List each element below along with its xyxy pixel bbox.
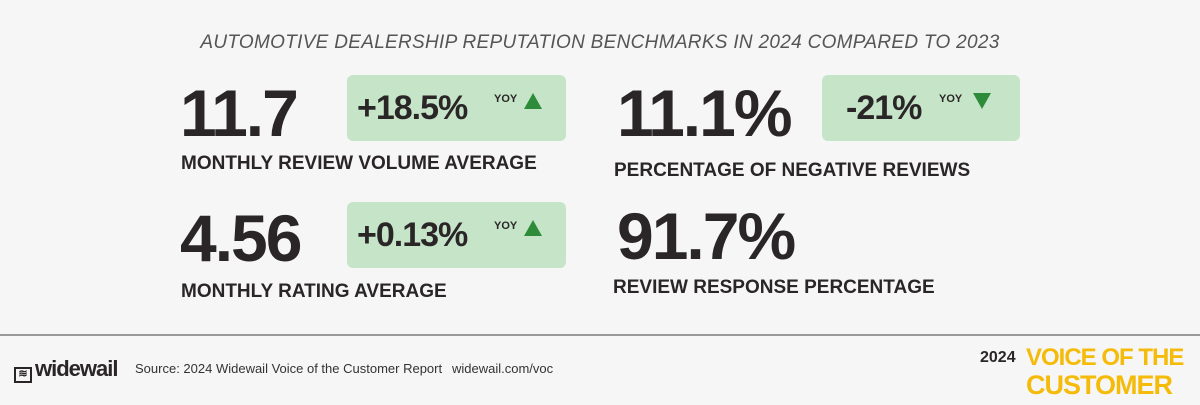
voc-line-2: CUSTOMER: [1026, 370, 1173, 400]
metric-label-response-percentage: REVIEW RESPONSE PERCENTAGE: [613, 277, 935, 298]
change-value: +0.13%: [357, 216, 468, 254]
change-value: +18.5%: [357, 89, 468, 127]
arrow-down-icon: [973, 93, 991, 109]
metric-label-review-volume: MONTHLY REVIEW VOLUME AVERAGE: [181, 153, 537, 174]
report-year: 2024: [980, 349, 1016, 366]
metric-label-rating-average: MONTHLY RATING AVERAGE: [181, 281, 447, 302]
metric-value-negative-reviews: 11.1%: [617, 76, 792, 150]
yoy-label: YOY: [494, 93, 518, 105]
metric-value-review-volume: 11.7: [180, 76, 299, 150]
change-value: -21%: [846, 89, 922, 127]
page-title: AUTOMOTIVE DEALERSHIP REPUTATION BENCHMA…: [200, 32, 1000, 53]
yoy-label: YOY: [494, 220, 518, 232]
arrow-up-icon: [524, 93, 542, 109]
widewail-logo[interactable]: ≋ widewail: [14, 356, 118, 383]
yoy-label: YOY: [939, 93, 963, 105]
voc-logo: VOICE OF THE CUSTOMER: [1026, 344, 1184, 400]
change-badge-rating-average: +0.13% YOY: [347, 202, 566, 268]
metric-value-response-percentage: 91.7%: [617, 199, 796, 273]
metric-value-rating-average: 4.56: [180, 201, 302, 275]
wave-icon: ≋: [14, 367, 32, 383]
voc-line-1: VOICE OF THE: [1026, 344, 1184, 371]
change-badge-negative-reviews: -21% YOY: [822, 75, 1020, 141]
divider: [0, 334, 1200, 336]
logo-text: widewail: [35, 356, 118, 381]
metric-label-negative-reviews: PERCENTAGE OF NEGATIVE REVIEWS: [614, 160, 971, 181]
source-text: Source: 2024 Widewail Voice of the Custo…: [135, 361, 443, 376]
source-link[interactable]: widewail.com/voc: [452, 361, 554, 376]
change-badge-review-volume: +18.5% YOY: [347, 75, 566, 141]
arrow-up-icon: [524, 220, 542, 236]
